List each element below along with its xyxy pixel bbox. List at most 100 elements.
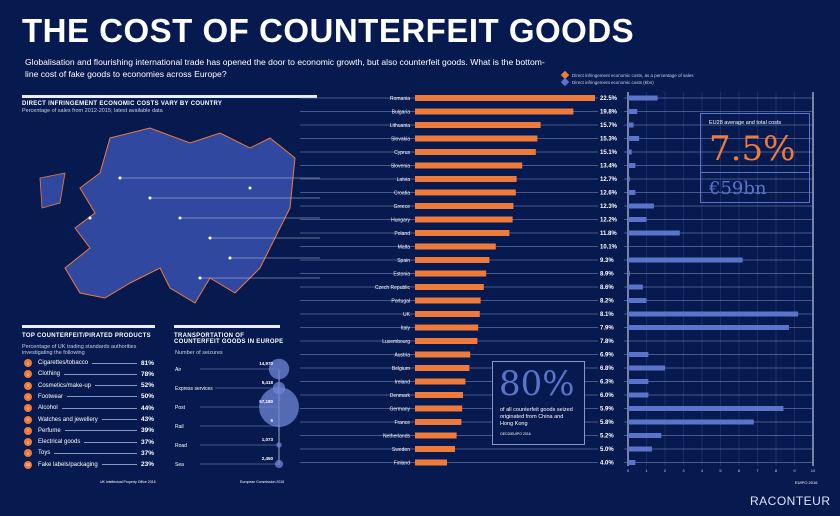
country-dots [88,176,252,280]
rank-badge: 7 [24,426,32,435]
divider [174,325,280,328]
percent-label: 15.3% [600,137,618,143]
eu-total: €59bn [701,172,809,204]
label-bg [598,108,624,115]
legend-item-bn: Direct infringement economic costs (€bn) [560,77,654,87]
percent-bar [415,216,513,223]
x-tick-label: 4 [701,468,704,473]
country-label: Portugal [391,299,410,305]
europe-map [39,127,320,304]
percent-label: 5.9% [600,407,614,413]
percent-bar [415,405,463,412]
page-title: THE COST OF COUNTERFEIT GOODS [22,12,635,49]
leader-line [92,362,137,364]
product-row: 2 Clothing 78% [24,370,154,379]
leader-line [61,407,137,409]
bn-bar [628,95,658,101]
label-bg [598,203,624,209]
percent-bar [415,108,574,115]
label-bg [598,351,624,358]
label-bg [598,162,624,169]
percent-label: 6.8% [600,366,614,372]
percent-bar [415,243,496,250]
seizure-value: 6 [270,418,273,423]
transport-label: Express services [175,386,213,392]
country-label: Latvia [397,177,411,183]
bn-bar [628,352,649,357]
product-name: Perfume [38,427,61,434]
label-bg [598,419,624,425]
country-label: Poland [394,231,410,237]
products-subheading: Percentage of UK trading standards autho… [22,344,137,356]
percent-label: 8.2% [600,299,614,305]
percent-label: 5.2% [600,434,614,440]
transport-label: Air [175,367,181,373]
seizure-value: 5,418 [262,380,274,385]
europe-landmass [64,127,296,304]
product-value: 43% [140,416,154,423]
chart-source: EUIPO 2016 [795,480,818,485]
x-tick-label: 0 [627,468,630,473]
transport-heading: TRANSPORTATION OF COUNTERFEIT GOODS IN E… [174,333,284,345]
label-bg [598,459,624,466]
percent-label: 8.6% [600,285,614,291]
percent-bar [415,297,481,304]
product-value: 50% [140,393,154,401]
leader-line [95,385,137,387]
product-value: 44% [140,404,154,412]
percent-label: 7.8% [600,339,614,345]
seizure-bubble [259,387,299,427]
product-name: Watches and jewellery [38,416,98,423]
percent-bar [415,270,487,277]
x-tick-label: 7 [756,468,759,473]
percent-label: 5.8% [600,420,614,426]
label-bg [598,135,624,142]
transport-label: Post [175,405,186,411]
percent-bar [415,135,538,142]
label-bg [598,189,624,196]
bn-bar [628,136,640,141]
leader-line [101,419,137,420]
bn-bar [628,419,754,425]
rank-badge: 6 [24,415,32,424]
percent-label: 19.8% [600,110,618,116]
x-tick-label: 1 [645,468,648,473]
country-label: Italy [401,326,411,332]
label-bg [598,446,624,452]
label-bg [598,284,624,290]
product-row: 5 Alcohol 44% [24,404,154,413]
label-bg [598,216,624,223]
product-name: Footwear [38,393,64,400]
label-bg [598,270,624,277]
bn-bar [628,406,784,411]
label-bg [598,230,624,236]
product-value: 37% [140,449,154,457]
bn-bar [628,190,636,195]
subtitle: Globalisation and flourishing internatio… [25,57,545,79]
label-bg [598,365,624,371]
product-value: 78% [140,370,154,378]
leader-line [64,373,137,375]
product-row: 10 Fake labels/packaging 23% [24,460,154,469]
bn-bar [628,284,643,290]
product-row: 7 Perfume 39% [24,426,154,435]
leader-line [101,464,137,466]
percent-bar [415,149,536,155]
percent-label: 6.9% [600,353,614,359]
product-row: 6 Watches and jewellery 43% [24,415,154,424]
label-bg [598,297,624,304]
label-bg [598,311,624,317]
eu-label: EU28 average and total costs [709,120,782,126]
rank-badge: 8 [24,438,32,447]
percent-bar [415,378,466,385]
percent-bar [415,351,471,358]
country-label: Estonia [393,272,410,278]
product-name: Cigarettes/tobacco [38,360,89,366]
percent-bar [415,365,470,371]
percent-bar [415,338,478,344]
leader-line [67,396,137,398]
country-label: Luxembourg [382,339,410,345]
transport-label: Rail [175,424,184,430]
legend-item-percent: Direct infringement economic costs, as a… [560,70,694,80]
